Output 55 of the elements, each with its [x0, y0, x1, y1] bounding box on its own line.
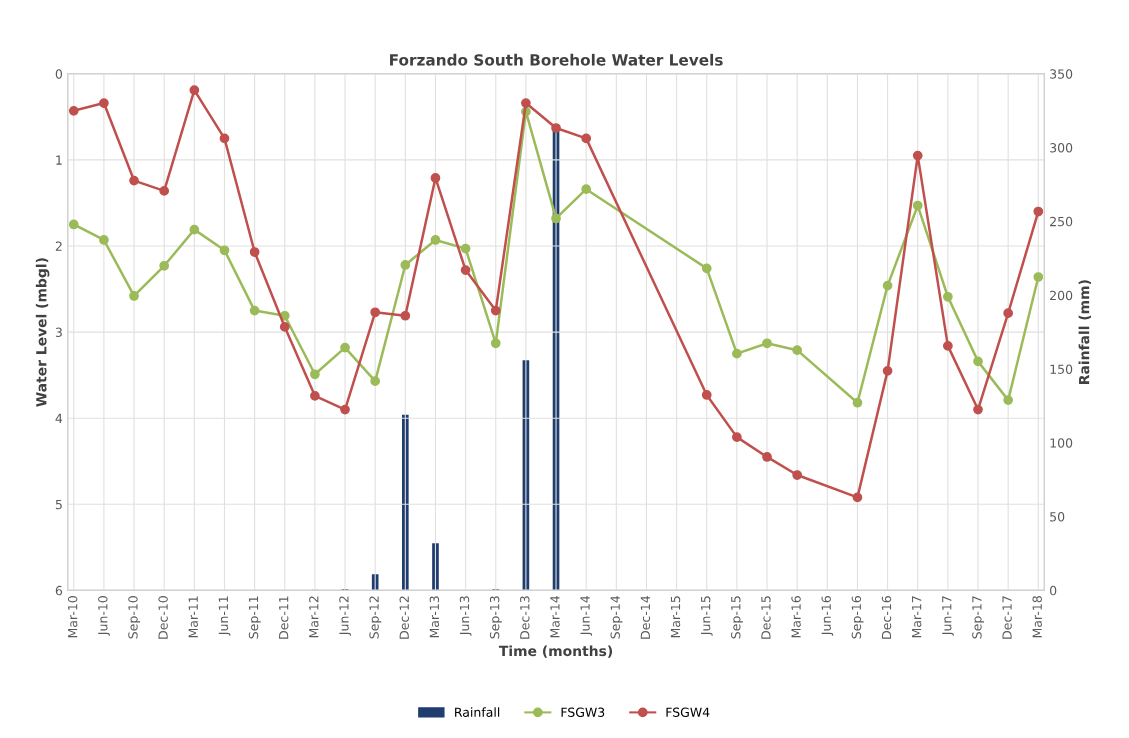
- x-tick-label: Jun-17: [942, 596, 954, 636]
- x-tick-label: Dec-11: [279, 596, 289, 639]
- x-tick-label: Sep-12: [369, 596, 382, 639]
- x-tick-label: Sep-10: [128, 596, 141, 639]
- y-tick-label: 0: [55, 69, 63, 79]
- x-tick-label: Sep-16: [851, 596, 864, 639]
- x-tick-label: Mar-18: [1032, 596, 1042, 638]
- x-tick-label: Jun-15: [701, 596, 713, 636]
- y-tick-label: 3: [55, 327, 62, 338]
- y-tick-label: 2: [55, 241, 62, 251]
- y-axis-title: Water Level (mbgl): [35, 258, 50, 407]
- x-tick-label: Sep-14: [610, 595, 623, 639]
- x-tick-label: Mar-17: [912, 596, 922, 638]
- x-tick-label: Jun-13: [459, 596, 472, 636]
- x-tick-label: Dec-14: [640, 595, 651, 639]
- y2-tick-label: 0: [1050, 585, 1057, 596]
- y-tick-label: 1: [56, 155, 62, 165]
- chart-title: Forzando South Borehole Water Levels: [390, 53, 723, 66]
- x-tick-label: Jun-10: [98, 596, 110, 636]
- x-tick-label: Dec-16: [881, 596, 892, 639]
- x-tick-label: Dec-17: [1002, 596, 1012, 639]
- y-tick-label: 6: [55, 585, 63, 596]
- y2-tick-label: 250: [1050, 216, 1073, 227]
- legend-label: FSGW4: [666, 707, 710, 717]
- y2-tick-label: 150: [1050, 364, 1073, 374]
- legend-label: Rainfall: [455, 707, 500, 717]
- x-tick-label: Dec-10: [158, 596, 168, 639]
- y2-tick-label: 100: [1050, 438, 1073, 448]
- x-tick-label: Mar-11: [188, 596, 198, 638]
- x-tick-label: Dec-13: [520, 596, 530, 639]
- y2-tick-label: 300: [1050, 143, 1073, 153]
- x-tick-label: Dec-15: [761, 596, 771, 639]
- x-tick-label: Jun-14: [580, 595, 593, 636]
- x-tick-label: Mar-12: [309, 596, 319, 638]
- x-tick-label: Mar-13: [429, 596, 440, 638]
- x-axis-title: Time (months): [498, 645, 613, 658]
- x-tick-label: Sep-13: [489, 596, 502, 639]
- x-tick-label: Mar-10: [67, 596, 78, 638]
- y2-axis-title: Rainfall (mm): [1078, 280, 1091, 384]
- y-tick-label: 5: [55, 499, 62, 510]
- x-tick-label: Mar-15: [670, 596, 681, 638]
- y2-tick-label: 200: [1050, 290, 1073, 301]
- y-tick-label: 4: [55, 413, 63, 423]
- x-tick-label: Mar-14: [550, 595, 560, 638]
- legend-label: FSGW3: [561, 707, 605, 717]
- x-tick-label: Jun-12: [339, 596, 351, 636]
- x-tick-label: Sep-15: [731, 596, 743, 639]
- x-tick-label: Jun-16: [821, 596, 834, 636]
- y2-tick-label: 50: [1050, 512, 1065, 522]
- x-tick-label: Sep-17: [972, 596, 985, 639]
- x-tick-label: Dec-12: [399, 596, 409, 639]
- x-tick-label: Mar-16: [791, 596, 801, 638]
- x-tick-label: Jun-11: [218, 596, 231, 636]
- x-tick-label: Sep-11: [248, 596, 261, 639]
- y2-tick-label: 350: [1050, 69, 1073, 79]
